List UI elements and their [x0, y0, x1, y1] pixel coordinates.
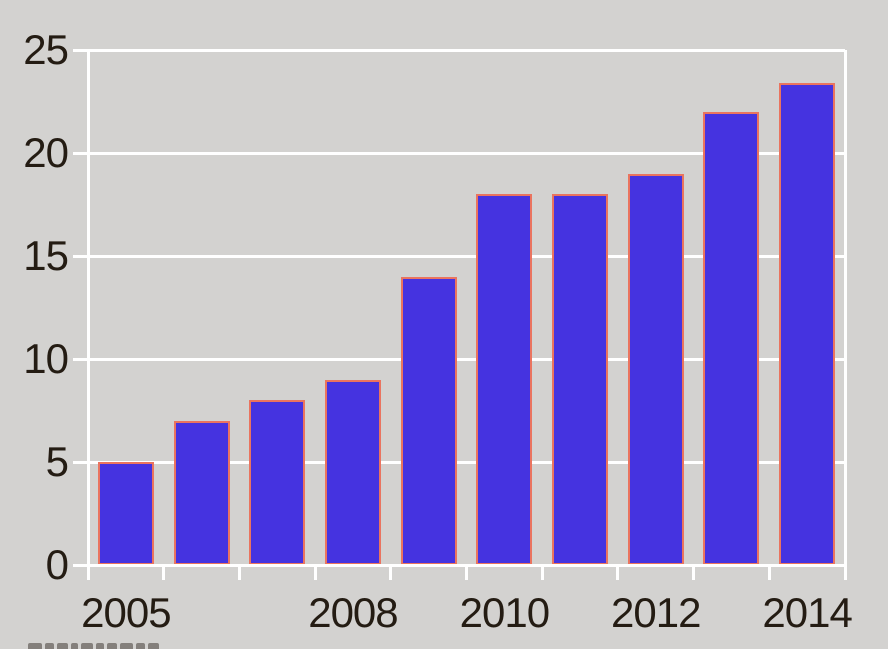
- bar-2007: [249, 400, 306, 565]
- gridline-y-10: [88, 357, 845, 361]
- bar-2010: [476, 194, 533, 565]
- x-axis-tick-5: [465, 565, 468, 580]
- y-axis-label-15: 15: [23, 232, 69, 279]
- x-axis-label-2010: 2010: [459, 589, 550, 636]
- bar-2012: [627, 173, 684, 565]
- x-axis-tick-7: [616, 565, 620, 580]
- x-axis-label-2005: 2005: [81, 589, 171, 636]
- clipped-glyph: [96, 643, 104, 649]
- y-axis-label-0: 0: [45, 541, 69, 588]
- bar-2013: [703, 111, 760, 565]
- bar-2008: [324, 379, 381, 565]
- bar-2014: [779, 82, 836, 565]
- clipped-text-fragment: [28, 643, 162, 649]
- clipped-glyph: [71, 643, 78, 649]
- gridline-y-15: [88, 254, 845, 258]
- gridline-y-25: [88, 48, 845, 52]
- bar-2009: [400, 276, 457, 565]
- clipped-glyph: [45, 643, 54, 649]
- x-axis-tick-3: [313, 565, 317, 580]
- x-axis-tick-1: [162, 565, 166, 580]
- gridline-y-20: [88, 151, 845, 155]
- x-axis-tick-4: [389, 565, 393, 580]
- y-axis-tick-10: [73, 357, 88, 361]
- y-axis-label-25: 25: [23, 26, 69, 73]
- clipped-glyph: [136, 643, 145, 649]
- clipped-glyph: [28, 643, 42, 649]
- x-axis-tick-8: [692, 565, 696, 580]
- x-axis-tick-6: [540, 565, 544, 580]
- clipped-glyph: [107, 643, 117, 649]
- x-axis-tick-9: [767, 565, 771, 580]
- clipped-glyph: [120, 643, 133, 649]
- clipped-glyph: [81, 643, 93, 649]
- gridline-y-5: [88, 460, 845, 464]
- y-axis-line: [86, 50, 90, 580]
- bar-2006: [173, 420, 230, 565]
- y-axis-tick-20: [73, 151, 88, 155]
- y-axis-tick-15: [73, 254, 88, 258]
- y-axis-label-10: 10: [23, 335, 69, 382]
- clipped-glyph: [57, 643, 68, 649]
- bar-2011: [552, 194, 609, 565]
- x-axis-label-2014: 2014: [762, 589, 852, 636]
- x-axis-tick-2: [237, 565, 241, 580]
- clipped-glyph: [148, 643, 159, 649]
- y-axis-label-5: 5: [45, 438, 69, 485]
- plot-right-border: [843, 50, 847, 580]
- y-axis-tick-0: [73, 563, 88, 567]
- x-axis-label-2012: 2012: [611, 589, 701, 636]
- y-axis-label-20: 20: [23, 129, 69, 176]
- bar-2005: [97, 462, 154, 565]
- x-axis-label-2008: 2008: [308, 589, 398, 636]
- y-axis-tick-5: [73, 460, 88, 464]
- y-axis-tick-25: [73, 48, 88, 52]
